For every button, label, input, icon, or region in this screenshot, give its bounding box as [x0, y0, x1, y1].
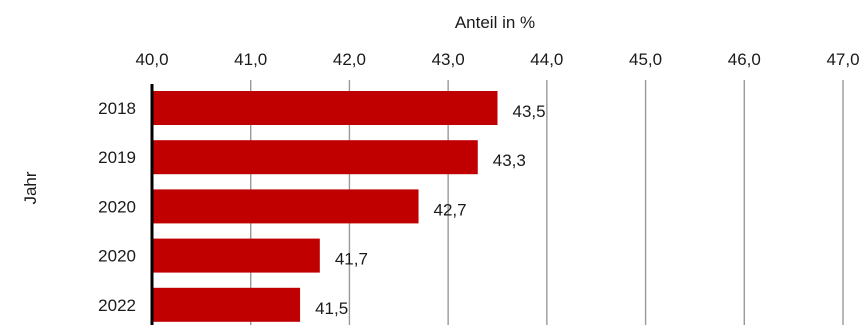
y-axis-title: Jahr	[21, 171, 40, 204]
bars	[152, 91, 498, 322]
bar	[152, 238, 320, 273]
x-tick-labels: 40,0 41,0 42,0 43,0 44,0 45,0 46,0 47,0	[135, 50, 859, 69]
data-label: 43,5	[513, 102, 546, 121]
x-tick-label: 44,0	[530, 50, 563, 69]
y-category-labels: 2018 2019 2020 2020 2022	[98, 99, 136, 315]
data-label: 43,3	[493, 151, 526, 170]
x-tick-label: 40,0	[135, 50, 168, 69]
bar	[152, 287, 301, 322]
y-category-label: 2020	[98, 247, 136, 266]
data-label: 42,7	[434, 200, 467, 219]
data-labels: 43,5 43,3 42,7 41,7 41,5	[315, 102, 546, 318]
x-axis-title: Anteil in %	[455, 13, 535, 32]
x-tick-label: 47,0	[826, 50, 859, 69]
bar	[152, 189, 419, 224]
x-tick-label: 46,0	[728, 50, 761, 69]
y-category-label: 2018	[98, 99, 136, 118]
x-tick-label: 41,0	[234, 50, 267, 69]
y-category-label: 2022	[98, 296, 136, 315]
bar	[152, 140, 478, 175]
data-label: 41,7	[335, 250, 368, 269]
x-tick-label: 43,0	[432, 50, 465, 69]
data-label: 41,5	[315, 299, 348, 318]
y-category-label: 2019	[98, 148, 136, 167]
y-category-label: 2020	[98, 197, 136, 216]
x-tick-label: 42,0	[333, 50, 366, 69]
x-tick-label: 45,0	[629, 50, 662, 69]
bar	[152, 91, 498, 125]
